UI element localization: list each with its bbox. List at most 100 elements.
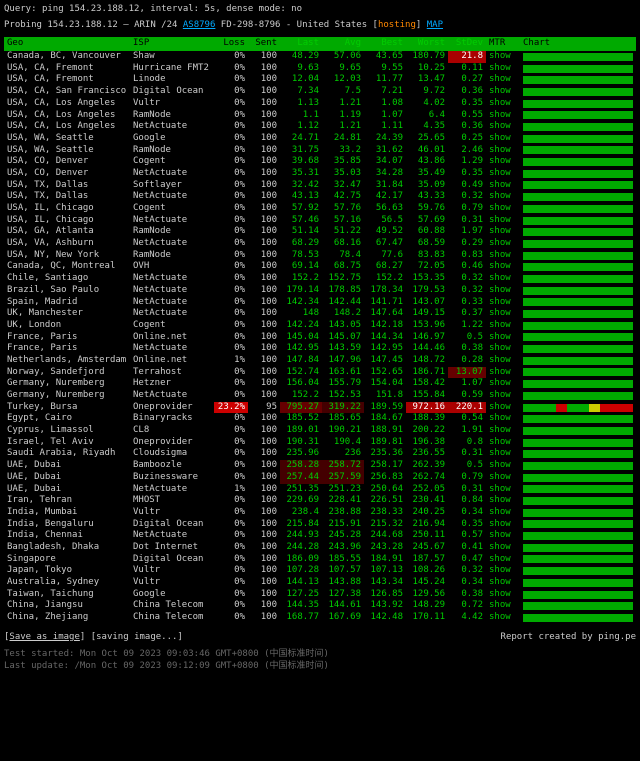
avg-cell: 152.75 (322, 273, 364, 285)
mtr-link[interactable]: show (486, 448, 520, 460)
mtr-link[interactable]: show (486, 250, 520, 262)
mtr-link[interactable]: show (486, 600, 520, 612)
mtr-link[interactable]: show (486, 378, 520, 390)
mtr-link[interactable]: show (486, 297, 520, 309)
mtr-link[interactable]: show (486, 565, 520, 577)
mtr-link[interactable]: show (486, 156, 520, 168)
table-row: USA, IL, ChicagoNetActuate0%10057.4657.1… (4, 215, 636, 227)
mtr-link[interactable]: show (486, 74, 520, 86)
isp-cell: Buzinessware (130, 472, 214, 484)
stdev-cell: 0.32 (448, 565, 486, 577)
isp-cell: Dot Internet (130, 542, 214, 554)
mtr-link[interactable]: show (486, 413, 520, 425)
last-cell: 142.95 (280, 343, 322, 355)
worst-cell: 43.86 (406, 156, 448, 168)
mtr-link[interactable]: show (486, 390, 520, 402)
mtr-link[interactable]: show (486, 460, 520, 472)
mtr-link[interactable]: show (486, 98, 520, 110)
mtr-link[interactable]: show (486, 110, 520, 122)
loss-cell: 0% (214, 577, 248, 589)
map-link[interactable]: MAP (427, 20, 443, 30)
sent-cell: 100 (248, 378, 280, 390)
chart-cell (520, 133, 636, 145)
sent-cell: 100 (248, 343, 280, 355)
mtr-link[interactable]: show (486, 472, 520, 484)
mtr-link[interactable]: show (486, 320, 520, 332)
mtr-link[interactable]: show (486, 238, 520, 250)
mtr-link[interactable]: show (486, 121, 520, 133)
worst-cell: 129.56 (406, 589, 448, 601)
mtr-link[interactable]: show (486, 519, 520, 531)
sent-cell: 100 (248, 413, 280, 425)
credit: Report created by ping.pe (501, 632, 636, 644)
mtr-link[interactable]: show (486, 507, 520, 519)
mtr-link[interactable]: show (486, 261, 520, 273)
mtr-link[interactable]: show (486, 168, 520, 180)
last-cell: 244.28 (280, 542, 322, 554)
mtr-link[interactable]: show (486, 308, 520, 320)
mtr-link[interactable]: show (486, 367, 520, 379)
mtr-link[interactable]: show (486, 577, 520, 589)
mtr-link[interactable]: show (486, 355, 520, 367)
avg-cell: 57.06 (322, 51, 364, 63)
mtr-link[interactable]: show (486, 332, 520, 344)
last-cell: 68.29 (280, 238, 322, 250)
mtr-link[interactable]: show (486, 63, 520, 75)
asn-link[interactable]: AS8796 (183, 20, 216, 30)
geo-cell: UAE, Dubai (4, 484, 130, 496)
mtr-link[interactable]: show (486, 484, 520, 496)
stdev-cell: 1.97 (448, 226, 486, 238)
stdev-cell: 0.27 (448, 74, 486, 86)
mtr-link[interactable]: show (486, 495, 520, 507)
best-cell: 9.55 (364, 63, 406, 75)
table-row: USA, IL, ChicagoCogent0%10057.9257.7656.… (4, 203, 636, 215)
mtr-link[interactable]: show (486, 273, 520, 285)
mtr-link[interactable]: show (486, 180, 520, 192)
last-cell: 235.96 (280, 448, 322, 460)
avg-cell: 185.55 (322, 554, 364, 566)
loss-cell: 0% (214, 250, 248, 262)
mtr-link[interactable]: show (486, 437, 520, 449)
mtr-link[interactable]: show (486, 191, 520, 203)
stdev-cell: 0.59 (448, 390, 486, 402)
table-row: Norway, SandefjordTerrahost0%100152.7416… (4, 367, 636, 379)
loss-cell: 0% (214, 519, 248, 531)
avg-cell: 144.61 (322, 600, 364, 612)
mtr-link[interactable]: show (486, 145, 520, 157)
best-cell: 34.07 (364, 156, 406, 168)
mtr-link[interactable]: show (486, 612, 520, 624)
mtr-link[interactable]: show (486, 425, 520, 437)
chart-cell (520, 308, 636, 320)
mtr-link[interactable]: show (486, 285, 520, 297)
table-row: UK, ManchesterNetActuate0%100148148.2147… (4, 308, 636, 320)
avg-cell: 251.23 (322, 484, 364, 496)
mtr-link[interactable]: show (486, 542, 520, 554)
worst-cell: 4.02 (406, 98, 448, 110)
save-image-link[interactable]: Save as image (9, 632, 79, 642)
best-cell: 1.08 (364, 98, 406, 110)
sent-cell: 100 (248, 320, 280, 332)
stdev-cell: 0.35 (448, 168, 486, 180)
mtr-link[interactable]: show (486, 554, 520, 566)
isp-cell: MHOST (130, 495, 214, 507)
isp-cell: NetActuate (130, 530, 214, 542)
avg-cell: 127.38 (322, 589, 364, 601)
worst-cell: 46.01 (406, 145, 448, 157)
mtr-link[interactable]: show (486, 530, 520, 542)
worst-cell: 72.05 (406, 261, 448, 273)
mtr-link[interactable]: show (486, 589, 520, 601)
mtr-link[interactable]: show (486, 226, 520, 238)
mtr-link[interactable]: show (486, 215, 520, 227)
last-cell: 229.69 (280, 495, 322, 507)
table-row: USA, VA, AshburnNetActuate0%10068.2968.1… (4, 238, 636, 250)
best-cell: 68.27 (364, 261, 406, 273)
mtr-link[interactable]: show (486, 86, 520, 98)
chart-cell (520, 565, 636, 577)
mtr-link[interactable]: show (486, 343, 520, 355)
mtr-link[interactable]: show (486, 133, 520, 145)
avg-cell: 24.81 (322, 133, 364, 145)
mtr-link[interactable]: show (486, 51, 520, 63)
mtr-link[interactable]: show (486, 402, 520, 414)
col-stdev: StDev (448, 37, 486, 51)
mtr-link[interactable]: show (486, 203, 520, 215)
